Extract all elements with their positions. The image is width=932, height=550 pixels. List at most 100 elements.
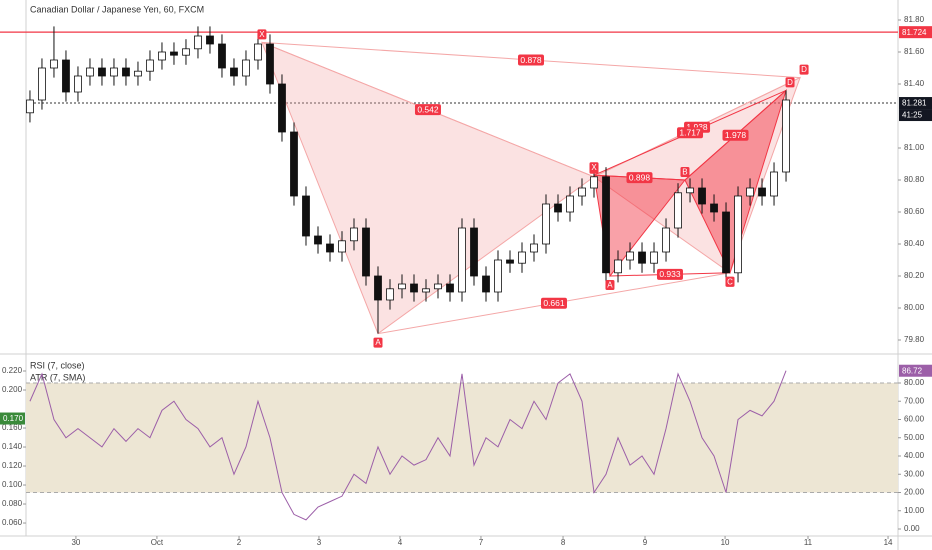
atr-tick-label: 0.080 xyxy=(2,499,23,508)
x-tick-label: 9 xyxy=(643,538,648,547)
candle-body xyxy=(698,187,706,205)
countdown-box xyxy=(899,109,932,122)
candle-body xyxy=(146,59,154,72)
atr-tick-label: 0.120 xyxy=(2,461,23,470)
last-price-badge xyxy=(899,97,932,110)
pattern-point-box xyxy=(680,167,690,177)
candle-body xyxy=(650,251,658,264)
candle-body xyxy=(614,259,622,274)
candle-body xyxy=(74,75,82,93)
candle-body xyxy=(410,283,418,293)
pattern-point-label: X xyxy=(259,30,265,39)
pattern-ratio-box xyxy=(540,297,567,309)
candle-body xyxy=(242,59,250,77)
atr-badge xyxy=(0,412,25,425)
y-tick-label: 81.80 xyxy=(904,15,925,24)
candle-body xyxy=(470,227,478,277)
pattern-point-label: D xyxy=(787,78,793,87)
candle-body xyxy=(302,195,310,237)
pattern-ratio: 0.661 xyxy=(540,297,567,309)
candle-body xyxy=(530,243,538,253)
x-tick-label: 14 xyxy=(884,538,893,547)
last-price-badge-text: 81.281 xyxy=(902,99,927,108)
x-tick-label: 10 xyxy=(721,538,730,547)
candle-body xyxy=(782,99,790,173)
candle-body xyxy=(98,67,106,77)
pattern-point-box xyxy=(605,280,615,290)
candle-body xyxy=(734,195,742,274)
candle-body xyxy=(230,67,238,77)
pattern-ratio-text: 1.938 xyxy=(686,122,708,132)
candle-body xyxy=(662,227,670,253)
pattern-ratio-text: 0.898 xyxy=(629,172,651,182)
candle-body xyxy=(506,259,514,264)
candle-body xyxy=(602,176,610,274)
pattern-point-box xyxy=(257,29,267,40)
y2-tick-label: 50.00 xyxy=(904,433,925,442)
y-tick-label: 80.40 xyxy=(904,239,925,248)
y2-tick-label: 80.00 xyxy=(904,378,925,387)
atr-tick-label: 0.100 xyxy=(2,480,23,489)
candle-body xyxy=(458,227,466,293)
y-tick-label: 81.00 xyxy=(904,143,925,152)
pattern-point-box xyxy=(799,64,809,75)
pattern-ratio-text: 1.717 xyxy=(679,128,701,138)
x-tick-label: 4 xyxy=(398,538,403,547)
pattern-point-box xyxy=(589,162,599,173)
pattern-point-label: X xyxy=(591,163,597,172)
y2-tick-label: 10.00 xyxy=(904,506,925,515)
candle-body xyxy=(266,43,274,85)
x-tick-label: 7 xyxy=(479,538,484,547)
candle-body xyxy=(398,283,406,290)
resistance-badge xyxy=(899,26,932,39)
candle-body xyxy=(194,35,202,50)
candle-body xyxy=(170,51,178,56)
pattern-ratio-box xyxy=(656,268,683,280)
x-tick-label: 3 xyxy=(317,538,322,547)
candle-body xyxy=(290,131,298,197)
pattern-ratio-box xyxy=(722,129,749,141)
atr-tick-label: 0.200 xyxy=(2,385,23,394)
pattern-point-label: A xyxy=(375,338,381,347)
y-tick-label: 80.60 xyxy=(904,207,925,216)
candle-body xyxy=(770,171,778,197)
candle-body xyxy=(182,48,190,56)
pattern-point-box xyxy=(785,77,795,88)
candle-body xyxy=(218,43,226,69)
y-tick-label: 80.80 xyxy=(904,175,925,184)
rsi-band xyxy=(26,382,898,493)
x-tick-label: 8 xyxy=(561,538,566,547)
candle-body xyxy=(674,192,682,229)
pattern-point-label: B xyxy=(682,168,687,177)
rsi-badge-text: 86.72 xyxy=(902,366,923,375)
pattern-point-label: D xyxy=(801,65,807,74)
candle-body xyxy=(62,59,70,93)
y2-tick-label: 70.00 xyxy=(904,396,925,405)
candle-body xyxy=(314,235,322,245)
candle-body xyxy=(362,227,370,277)
candle-body xyxy=(278,83,286,133)
atr-tick-label: 0.140 xyxy=(2,442,23,451)
chart-title: Canadian Dollar / Japanese Yen, 60, FXCM xyxy=(30,4,204,14)
candle-body xyxy=(110,67,118,77)
pattern-ratio-text: 0.933 xyxy=(659,269,681,279)
y2-tick-label: 20.00 xyxy=(904,488,925,497)
y-tick-label: 79.80 xyxy=(904,335,925,344)
y2-tick-label: 40.00 xyxy=(904,451,925,460)
pattern-ratio: 0.878 xyxy=(518,54,545,66)
candle-body xyxy=(494,259,502,293)
pattern-ratio-text: 0.542 xyxy=(417,104,439,114)
candle-body xyxy=(122,67,130,77)
candle-body xyxy=(542,203,550,245)
candle-body xyxy=(86,67,94,77)
candle-body xyxy=(482,275,490,293)
y2-tick-label: 60.00 xyxy=(904,415,925,424)
candle-body xyxy=(26,99,34,114)
pattern-ratio-text: 0.661 xyxy=(543,298,565,308)
y-tick-label: 81.40 xyxy=(904,79,925,88)
y-tick-label: 80.00 xyxy=(904,303,925,312)
pattern-point-box xyxy=(373,337,383,348)
pattern-ratio-box xyxy=(414,104,441,116)
candle-body xyxy=(686,187,694,194)
